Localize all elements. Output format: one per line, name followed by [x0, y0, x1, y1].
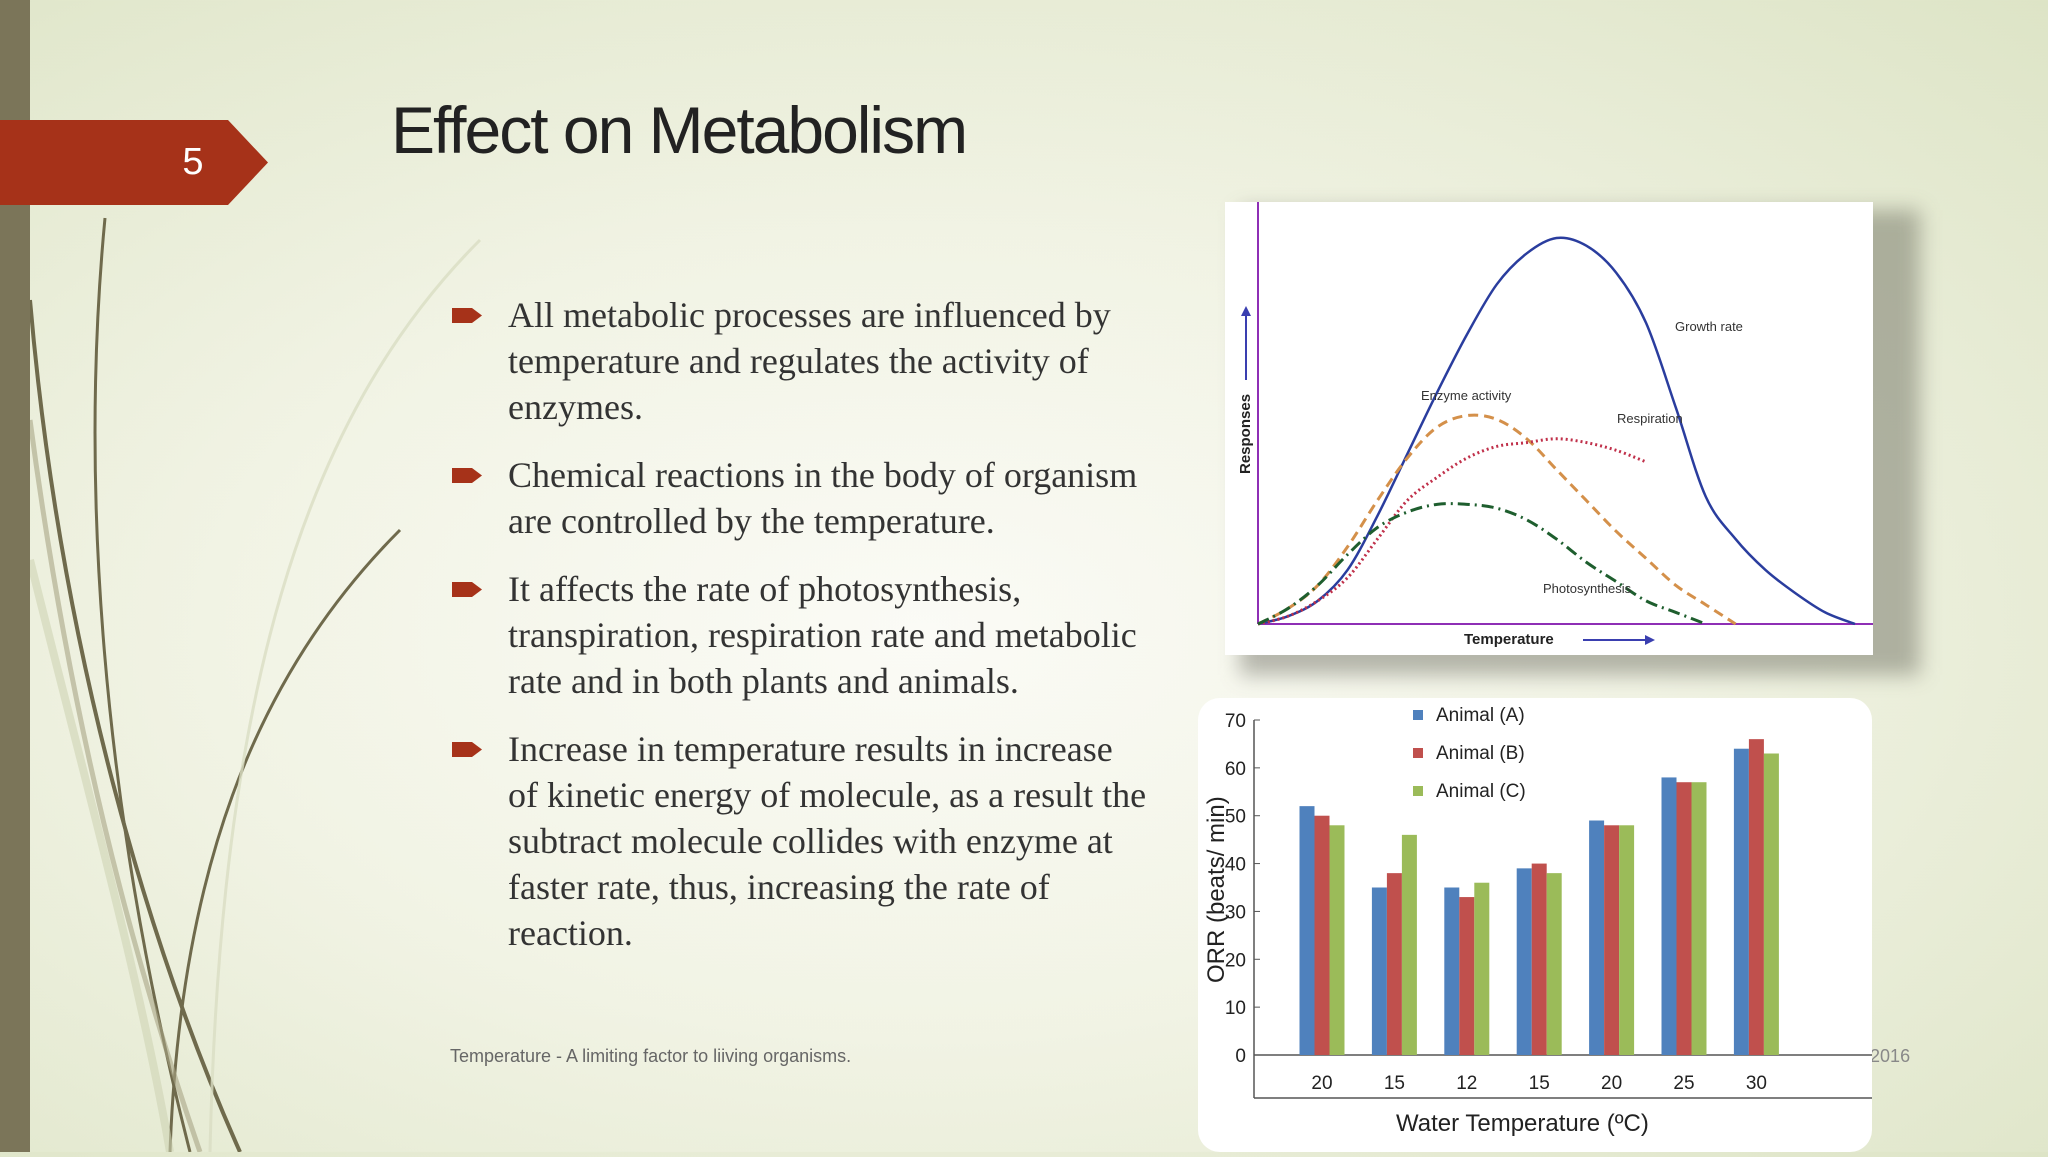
x-tick-label: 12: [1456, 1073, 1477, 1094]
y-tick-label: 10: [1225, 998, 1246, 1019]
bar-animal-b-: [1748, 739, 1764, 1055]
bullet-text: All metabolic processes are influenced b…: [508, 295, 1111, 427]
bar-animal-c-: [1763, 753, 1779, 1055]
bullet-item: Chemical reactions in the body of organi…: [450, 452, 1150, 544]
y-axis-arrow-icon: [1241, 306, 1251, 316]
bar-animal-c-: [1691, 782, 1707, 1055]
legend-swatch: [1413, 748, 1423, 758]
y-axis-label: Responses: [1237, 394, 1254, 474]
bullet-text: It affects the rate of photosynthesis, t…: [508, 569, 1137, 701]
series-line-3: [1257, 502, 1707, 626]
slide-title: Effect on Metabolism: [391, 93, 968, 167]
bar-animal-c-: [1474, 882, 1490, 1055]
arrow-bullet-icon: [452, 308, 482, 323]
y-axis-label: ORR (beats/ min): [1203, 796, 1230, 983]
x-tick-label: 25: [1673, 1073, 1694, 1094]
arrow-bullet-icon: [452, 468, 482, 483]
bullet-text: Chemical reactions in the body of organi…: [508, 455, 1138, 541]
series-line-0: [1257, 236, 1856, 626]
series-label: Enzyme activity: [1421, 388, 1512, 403]
bar-animal-a-: [1444, 887, 1460, 1055]
x-tick-label: 30: [1746, 1073, 1767, 1094]
x-tick-label: 15: [1384, 1073, 1405, 1094]
y-tick-label: 60: [1225, 759, 1246, 780]
legend-swatch: [1413, 786, 1423, 796]
legend-label: Animal (A): [1436, 705, 1525, 726]
bar-animal-b-: [1676, 782, 1692, 1055]
bar-animal-a-: [1299, 806, 1315, 1055]
series-line-2: [1257, 437, 1647, 626]
bar-animal-a-: [1589, 820, 1605, 1055]
bar-animal-b-: [1314, 815, 1330, 1055]
bullet-item: All metabolic processes are influenced b…: [450, 292, 1150, 430]
x-tick-label: 20: [1311, 1073, 1332, 1094]
bar-animal-c-: [1401, 834, 1417, 1055]
bullet-item: It affects the rate of photosynthesis, t…: [450, 566, 1150, 704]
bullet-list: All metabolic processes are influenced b…: [450, 292, 1150, 978]
bullet-text: Increase in temperature results in incre…: [508, 729, 1147, 953]
y-tick-label: 50: [1225, 807, 1246, 828]
legend-label: Animal (C): [1436, 781, 1526, 802]
series-label: Growth rate: [1675, 319, 1743, 334]
bar-animal-b-: [1604, 825, 1620, 1055]
arrow-bullet-icon: [452, 582, 482, 597]
bar-animal-c-: [1546, 873, 1562, 1055]
bar-animal-a-: [1371, 887, 1387, 1055]
y-tick-label: 40: [1225, 855, 1246, 876]
x-tick-label: 15: [1529, 1073, 1550, 1094]
y-tick-label: 20: [1225, 950, 1246, 971]
slide-number-tag: [0, 120, 268, 205]
bar-animal-b-: [1459, 897, 1475, 1055]
bar-animal-a-: [1733, 748, 1749, 1055]
x-axis-label: Water Temperature (ºC): [1396, 1110, 1649, 1137]
series-line-1: [1257, 413, 1737, 626]
bar-animal-a-: [1661, 777, 1677, 1055]
x-axis-arrow-icon: [1645, 635, 1655, 645]
response-curves-chart: Growth rate Enzyme activity Respiration Pho…: [1225, 202, 1873, 655]
arrow-bullet-icon: [452, 742, 482, 757]
bar-animal-b-: [1386, 873, 1402, 1055]
y-tick-label: 0: [1235, 1046, 1246, 1067]
x-tick-label: 20: [1601, 1073, 1622, 1094]
slide-number: 5: [182, 141, 204, 183]
legend-label: Animal (B): [1436, 743, 1525, 764]
bar-animal-a-: [1516, 868, 1532, 1055]
series-label: Respiration: [1617, 411, 1683, 426]
bar-animal-b-: [1531, 863, 1547, 1055]
bar-animal-c-: [1619, 825, 1635, 1055]
y-tick-label: 30: [1225, 902, 1246, 923]
bar-animal-c-: [1329, 825, 1345, 1055]
y-tick-label: 70: [1225, 711, 1246, 732]
legend-swatch: [1413, 710, 1423, 720]
series-label: Photosynthesis: [1543, 581, 1632, 596]
footer-text: Temperature - A limiting factor to liivi…: [450, 1046, 852, 1066]
bullet-item: Increase in temperature results in incre…: [450, 726, 1150, 956]
x-axis-label: Temperature: [1464, 631, 1554, 648]
orr-bar-chart: 0 10 20 30 40 50 60 70 20 15 12 15 20 25 30 Animal (A) A…: [1198, 698, 1872, 1152]
